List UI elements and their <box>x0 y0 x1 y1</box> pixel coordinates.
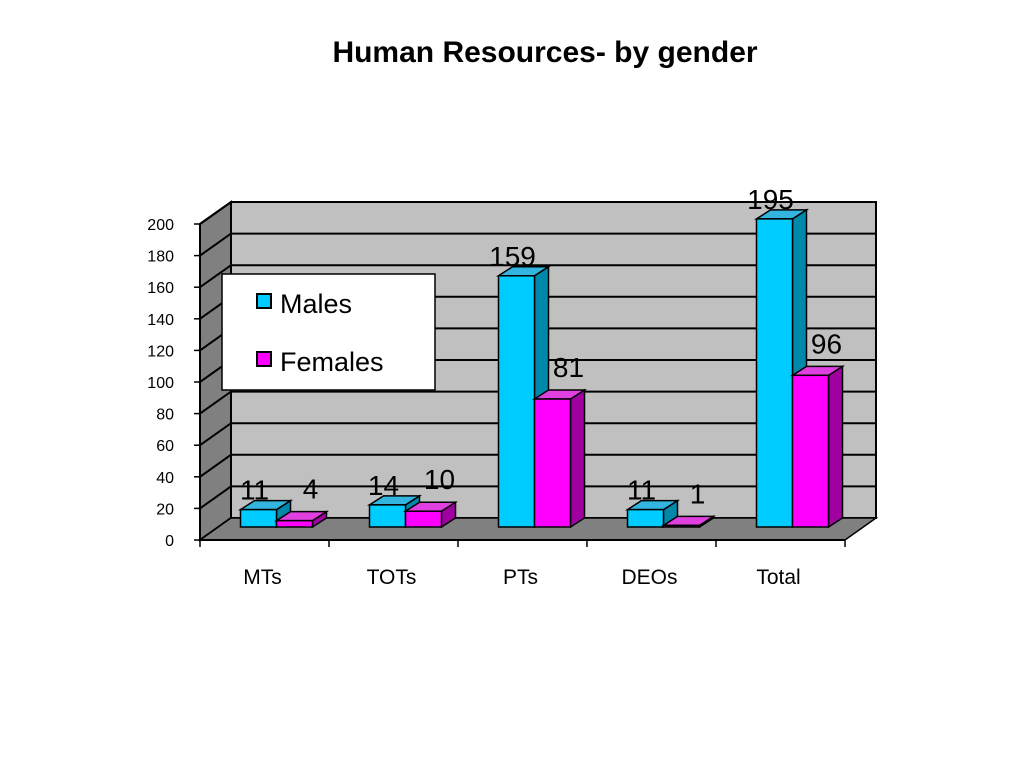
y-tick-label: 160 <box>147 280 174 297</box>
x-category-label: TOTs <box>367 566 417 589</box>
bar-side <box>569 388 586 529</box>
x-category-label: DEOs <box>621 566 677 589</box>
bar-front <box>662 524 701 528</box>
x-axis: MTs TOTs PTs DEOs Total <box>199 539 846 589</box>
bar-front <box>791 374 830 528</box>
x-category-label: MTs <box>243 566 282 589</box>
bar-front <box>404 510 443 528</box>
bar-front <box>497 275 536 528</box>
bars <box>237 208 846 529</box>
males-bar <box>237 499 294 529</box>
data-label: 4 <box>303 474 319 505</box>
y-axis: 0 20 40 60 80 100 120 140 160 180 200 <box>147 217 201 550</box>
females-bar <box>273 510 330 529</box>
data-label: 11 <box>240 475 269 506</box>
y-tick-label: 40 <box>156 470 174 487</box>
gridline <box>199 453 876 478</box>
bar-front <box>239 508 278 528</box>
legend: Males Females <box>221 273 436 391</box>
x-category-label: PTs <box>503 566 538 589</box>
data-label: 14 <box>368 470 399 501</box>
bar-front <box>755 218 794 528</box>
data-label: 195 <box>747 184 794 215</box>
gridline <box>199 201 876 225</box>
data-label: 159 <box>489 241 536 272</box>
chart-title: Human Resources- by gender <box>332 36 758 69</box>
data-label: 10 <box>424 464 455 495</box>
data-label: 81 <box>553 352 584 383</box>
data-label: 1 <box>690 478 706 509</box>
gridline <box>199 264 876 289</box>
y-tick-label: 100 <box>147 375 174 392</box>
y-tick-label: 200 <box>147 217 174 234</box>
females-bar <box>531 388 588 529</box>
gridline <box>199 232 876 257</box>
y-tick-label: 180 <box>147 249 174 266</box>
legend-label: Females <box>280 347 384 377</box>
gridline <box>199 422 876 447</box>
bar-side <box>827 364 844 529</box>
legend-swatch <box>256 293 272 309</box>
gridline <box>199 485 876 510</box>
gridline <box>199 390 876 415</box>
bar-front <box>368 504 407 528</box>
y-tick-label: 0 <box>165 533 174 550</box>
females-bar <box>402 500 459 529</box>
data-label: 11 <box>627 475 656 506</box>
legend-label: Males <box>280 289 352 319</box>
y-tick-label: 60 <box>156 438 174 455</box>
y-tick-label: 20 <box>156 501 174 518</box>
females-bar <box>789 364 846 529</box>
females-bar <box>660 515 717 529</box>
y-tick-label: 80 <box>156 407 174 424</box>
bar-front <box>626 508 665 528</box>
legend-swatch <box>256 351 272 367</box>
bar-front <box>533 398 572 528</box>
y-tick-label: 120 <box>147 343 174 360</box>
males-bar <box>624 499 681 529</box>
data-label: 96 <box>811 328 842 359</box>
bar-front <box>275 519 314 528</box>
y-tick-label: 140 <box>147 312 174 329</box>
x-category-label: Total <box>756 566 800 589</box>
